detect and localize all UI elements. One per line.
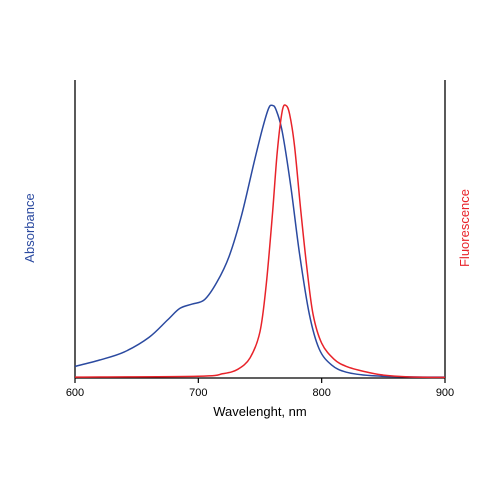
x-tick-label: 700 xyxy=(189,387,207,399)
x-tick-label: 800 xyxy=(312,387,330,399)
x-axis-ticks: 600 700 800 900 xyxy=(66,378,454,399)
x-tick-label: 900 xyxy=(436,387,454,399)
plot-area: 600 700 800 900 xyxy=(66,80,454,399)
left-axis-title: Absorbance xyxy=(22,193,37,262)
absorbance-curve xyxy=(74,104,446,378)
right-axis-title: Fluorescence xyxy=(457,189,472,267)
fluorescence-curve xyxy=(74,104,446,379)
x-tick-label: 600 xyxy=(66,387,84,399)
x-axis-title: Wavelenght, nm xyxy=(213,404,306,419)
